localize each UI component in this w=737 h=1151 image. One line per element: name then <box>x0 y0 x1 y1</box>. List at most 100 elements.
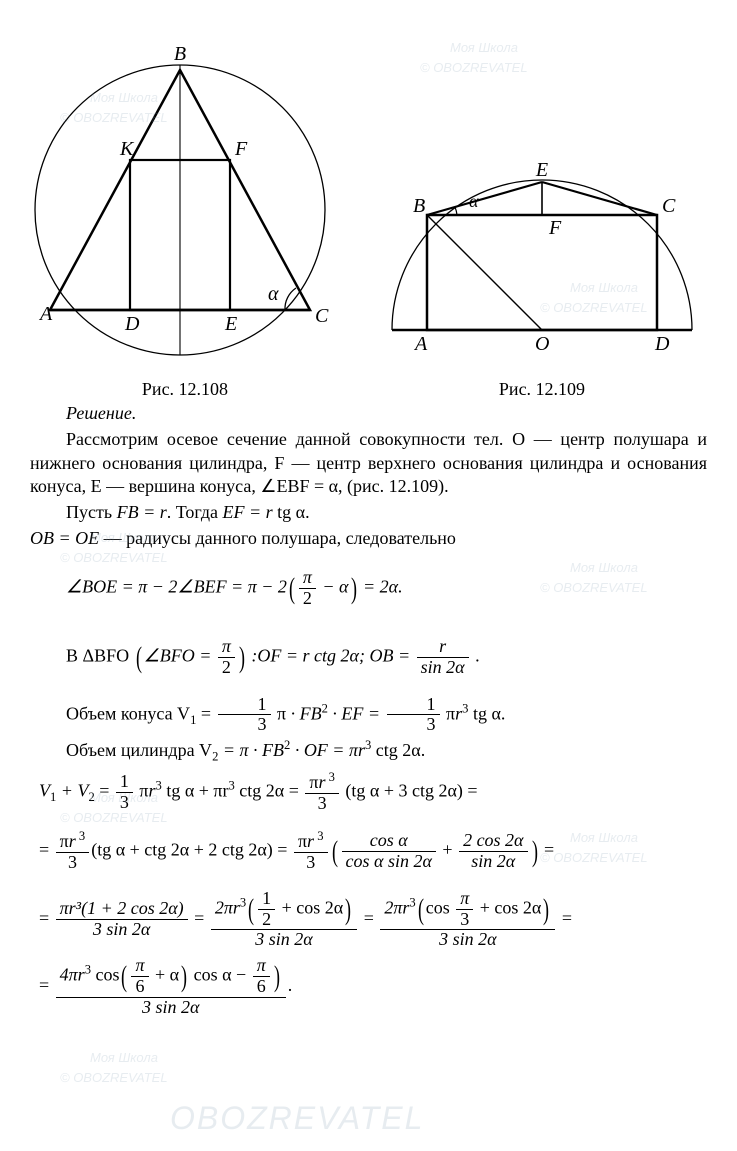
t: cos <box>426 897 455 917</box>
eq-boe: ∠BOE = π − 2∠BEF = π − 2(π2 − α) = 2α. <box>66 557 707 620</box>
figure-12-109: E B C A D O F α Рис. 12.109 <box>377 130 707 400</box>
t: 3 <box>456 910 473 930</box>
t: π <box>131 956 148 977</box>
t: − α <box>318 576 349 596</box>
t: — радиусы данного полушара, следовательн… <box>99 528 456 548</box>
t: 2πr <box>384 897 409 917</box>
eq-sum-1: V1 + V2 = 13 πr3 tg α + πr3 ctg 2α = πr … <box>39 771 707 814</box>
eq-bfo: В ΔBFO (∠BFO = π2) :OF = r ctg 2α; OB = … <box>66 626 707 689</box>
t: = <box>95 781 114 801</box>
t: tg α. <box>273 502 310 522</box>
label-A2: A <box>413 333 428 355</box>
t: 3 <box>387 715 440 735</box>
label-D: D <box>124 313 140 335</box>
label-B: B <box>174 43 186 65</box>
t: 2 <box>299 589 316 609</box>
t: tg α. <box>468 703 505 723</box>
t: ctg 2α = <box>235 781 304 801</box>
t: 2 cos 2α <box>459 831 527 852</box>
t: 1 <box>387 695 440 716</box>
t: 2 <box>218 658 235 678</box>
t: r <box>417 637 469 658</box>
t: π <box>456 889 473 910</box>
label-alpha-l: α <box>268 283 279 305</box>
t: EF = r <box>223 502 273 522</box>
figure-svg-left: B A C K F D E α <box>30 10 340 370</box>
t: sin 2α <box>459 852 527 872</box>
label-F2: F <box>548 217 562 239</box>
t: π <box>299 568 316 589</box>
t: cos α sin 2α <box>342 852 436 872</box>
t: cos α <box>342 831 436 852</box>
label-O2: O <box>535 333 549 355</box>
t: 3 sin 2α <box>380 930 555 950</box>
label-K: K <box>119 138 135 160</box>
para-cone: Объем конуса V1 = 13 π · FB2 · EF = 13 π… <box>30 695 707 736</box>
t: π <box>253 956 270 977</box>
t: 1 <box>218 695 271 716</box>
t: = <box>540 840 555 860</box>
label-B2: B <box>413 195 425 217</box>
t: cos α − <box>189 965 251 985</box>
t: = π · FB <box>218 740 284 760</box>
t: 3 sin 2α <box>56 998 286 1018</box>
solution-body: Решение. Рассмотрим осевое сечение данно… <box>30 402 707 1018</box>
t: = 2α. <box>359 576 403 596</box>
t: OB = OE <box>30 528 99 548</box>
t: В ΔBFO <box>66 645 134 665</box>
t: Объем конуса V <box>66 703 190 723</box>
t: :OF = r ctg 2α; OB = <box>247 645 415 665</box>
label-alpha2: α <box>469 191 479 211</box>
figure-caption-left: Рис. 12.108 <box>30 379 340 400</box>
t: 4πr <box>60 965 85 985</box>
t: ∠BFO = <box>144 645 216 665</box>
t: 1 <box>258 889 275 910</box>
figure-caption-right: Рис. 12.109 <box>377 379 707 400</box>
t: (tg α + ctg 2α + 2 ctg 2α) = <box>91 840 292 860</box>
t: · EF = <box>328 703 385 723</box>
label-A: A <box>38 303 53 325</box>
label-D2: D <box>654 333 670 355</box>
t: = <box>190 908 209 928</box>
para-2: Пусть FB = r. Тогда EF = r tg α. <box>30 501 707 525</box>
t: + V <box>56 781 88 801</box>
t: 2πr <box>215 897 240 917</box>
t: . Тогда <box>167 502 223 522</box>
figure-12-108: B A C K F D E α Рис. 12.108 <box>30 10 340 400</box>
t: Пусть <box>66 502 117 522</box>
label-E2: E <box>535 159 548 181</box>
t: · FB <box>286 703 322 723</box>
t: Объем цилиндра V <box>66 740 212 760</box>
label-C2: C <box>662 195 676 217</box>
t: V <box>39 781 50 801</box>
t: 3 sin 2α <box>211 930 357 950</box>
t: (tg α + 3 ctg 2α) = <box>345 781 477 801</box>
label-E: E <box>224 313 237 335</box>
t: · OF = πr <box>290 740 365 760</box>
figure-row: B A C K F D E α Рис. 12.108 E <box>30 10 707 400</box>
t: tg α + πr <box>162 781 229 801</box>
page: { "figures":{ "left":{ "caption":"Рис. 1… <box>0 0 737 1151</box>
t: sin 2α <box>417 658 469 678</box>
label-C: C <box>315 305 329 327</box>
t: + cos 2α <box>475 897 541 917</box>
t: = <box>359 908 378 928</box>
t: FB = r <box>117 502 167 522</box>
para-3: OB = OE — радиусы данного полушара, след… <box>30 527 707 551</box>
t: + <box>438 840 457 860</box>
para-1: Рассмотрим осевое сечение данной совокуп… <box>30 428 707 499</box>
t: π <box>218 637 235 658</box>
t: . <box>288 975 293 995</box>
t: 6 <box>131 977 148 997</box>
label-F: F <box>234 138 248 160</box>
t: = <box>557 908 572 928</box>
eq-sum-2: = πr 33(tg α + ctg 2α + 2 ctg 2α) = πr 3… <box>39 820 707 883</box>
eq-sum-3: = πr³(1 + 2 cos 2α)3 sin 2α = 2πr3(12 + … <box>39 889 707 950</box>
t: 6 <box>253 977 270 997</box>
t: ∠BOE = π − 2∠BEF = π − 2 <box>66 576 287 596</box>
t: πr³(1 + 2 cos 2α) <box>56 899 188 920</box>
t: 3 sin 2α <box>56 920 188 940</box>
t: 3 <box>218 715 271 735</box>
figure-svg-right: E B C A D O F α <box>377 130 707 370</box>
t: ctg 2α. <box>371 740 425 760</box>
